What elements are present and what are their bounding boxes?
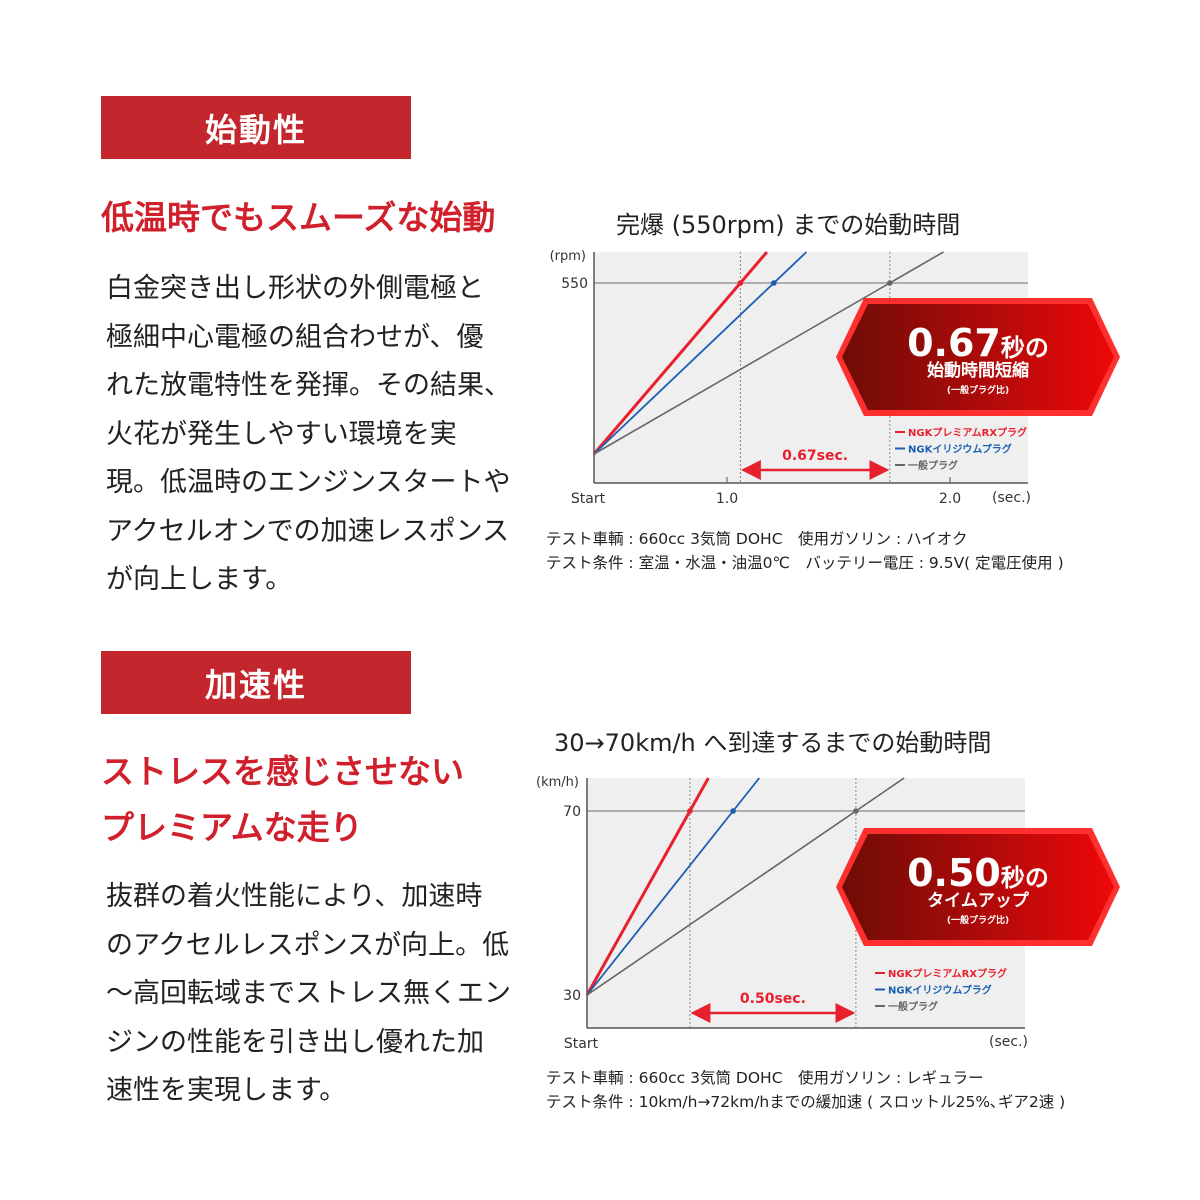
body-line: 現。低温時のエンジンスタートや bbox=[106, 467, 511, 498]
chart-title: 完爆 (550rpm) までの始動時間 bbox=[616, 211, 961, 239]
series-line bbox=[593, 251, 808, 455]
x-tick-label: 1.0 bbox=[716, 491, 738, 507]
legend-label: 一般プラグ bbox=[888, 1000, 938, 1013]
badge-subline: 始動時間短縮 bbox=[927, 360, 1029, 381]
chart-notes: テスト車輌 : 660cc 3気筒 DOHC 使用ガソリン : ハイオク テスト… bbox=[546, 527, 1064, 575]
badge-note: (一般プラグ比) bbox=[947, 914, 1009, 926]
note-line: テスト条件 : 室温・水温・油温0℃ バッテリー電圧 : 9.5V( 定電圧使用… bbox=[546, 554, 1064, 572]
badge-shape bbox=[842, 304, 1114, 410]
body-line: 火花が発生しやすい環境を実 bbox=[106, 418, 457, 450]
badge-note: (一般プラグ比) bbox=[947, 384, 1009, 396]
y-tick-label: 550 bbox=[561, 276, 588, 292]
badge-headline: 0.67秒の bbox=[907, 321, 1049, 365]
body-line: 白金突き出し形状の外側電極と bbox=[106, 273, 484, 304]
difference-label: 0.50sec. bbox=[740, 991, 806, 1007]
y-axis-unit: (rpm) bbox=[550, 249, 586, 264]
badge-shape bbox=[842, 834, 1114, 940]
chart-title: 30→70km/h へ到達するまでの始動時間 bbox=[554, 729, 992, 757]
series-line bbox=[585, 777, 710, 996]
section-heading: 低温時でもスムーズな始動 bbox=[101, 190, 495, 246]
difference-label: 0.67sec. bbox=[782, 448, 848, 464]
body-line: 速性を実現します。 bbox=[106, 1075, 347, 1106]
series-line bbox=[586, 777, 760, 996]
section-body: 白金突き出し形状の外側電極と 極細中心電極の組合わせが、優 れた放電特性を発揮。… bbox=[106, 265, 516, 605]
series-target-point bbox=[886, 280, 893, 286]
note-line: テスト車輌 : 660cc 3気筒 DOHC 使用ガソリン : ハイオク bbox=[546, 530, 968, 548]
section-banner-acceleration: 加速性 bbox=[101, 651, 411, 714]
chart-start-time: (rpm) 550 Start 1.0 2.0 (sec.) 0.67sec. NGKプレミア… bbox=[550, 249, 1120, 507]
section-banner-startability: 始動性 bbox=[101, 96, 411, 159]
legend-label: NGKイリジウムプラグ bbox=[908, 443, 1012, 456]
note-line: テスト車輌 : 660cc 3気筒 DOHC 使用ガソリン : レギュラー bbox=[546, 1069, 984, 1087]
y-tick-label: 70 bbox=[563, 804, 581, 820]
series-target-point bbox=[771, 280, 777, 286]
y-axis-unit: (km/h) bbox=[536, 775, 579, 790]
series-target-point bbox=[730, 808, 736, 814]
series-line bbox=[592, 251, 769, 455]
body-line: ～高回転域までストレス無くエン bbox=[106, 978, 511, 1009]
body-line: れた放電特性を発揮。その結果、 bbox=[106, 370, 511, 401]
series-line bbox=[593, 251, 944, 455]
badge-subline: タイムアップ bbox=[927, 890, 1030, 911]
series-target-point bbox=[853, 808, 859, 814]
series-line bbox=[586, 777, 905, 996]
heading-line: ストレスを感じさせない bbox=[101, 752, 464, 791]
x-start-label: Start bbox=[564, 1036, 599, 1052]
chart-acceleration-time: (km/h) 70 30 Start (sec.) 0.50sec. NGKプレミアムRXプ… bbox=[536, 775, 1120, 1052]
heading-line: 低温時でもスムーズな始動 bbox=[101, 198, 496, 237]
section-body: 抜群の着火性能により、加速時 のアクセルレスポンスが向上。低 ～高回転域までスト… bbox=[106, 873, 516, 1116]
legend-label: 一般プラグ bbox=[908, 459, 958, 472]
x-axis-unit: (sec.) bbox=[992, 490, 1031, 506]
body-line: アクセルオンでの加速レスポンス bbox=[106, 515, 510, 547]
chart-notes: テスト車輌 : 660cc 3気筒 DOHC 使用ガソリン : レギュラー テス… bbox=[546, 1066, 1065, 1114]
y-tick-label: 30 bbox=[563, 988, 581, 1004]
note-line: テスト条件 : 10km/h→72km/hまでの緩加速 ( スロットル25%､ギ… bbox=[546, 1093, 1066, 1111]
series-target-point bbox=[737, 280, 744, 286]
body-line: 抜群の着火性能により、加速時 bbox=[106, 881, 483, 912]
x-tick-label: 2.0 bbox=[939, 491, 961, 507]
section-heading: ストレスを感じさせない プレミアムな走り bbox=[101, 744, 464, 856]
body-line: 極細中心電極の組合わせが、優 bbox=[106, 321, 484, 353]
heading-line: プレミアムな走り bbox=[101, 808, 363, 847]
x-axis-unit: (sec.) bbox=[989, 1034, 1028, 1050]
series-target-point bbox=[687, 808, 693, 814]
legend-label: NGKプレミアムRXプラグ bbox=[908, 426, 1027, 439]
legend-label: NGKイリジウムプラグ bbox=[888, 984, 992, 997]
body-line: ジンの性能を引き出し優れた加 bbox=[106, 1026, 484, 1058]
x-start-label: Start bbox=[571, 491, 606, 507]
badge-headline: 0.50秒の bbox=[907, 851, 1049, 895]
body-line: が向上します。 bbox=[106, 564, 293, 595]
legend-label: NGKプレミアムRXプラグ bbox=[888, 967, 1007, 980]
body-line: のアクセルレスポンスが向上。低 bbox=[106, 929, 510, 961]
